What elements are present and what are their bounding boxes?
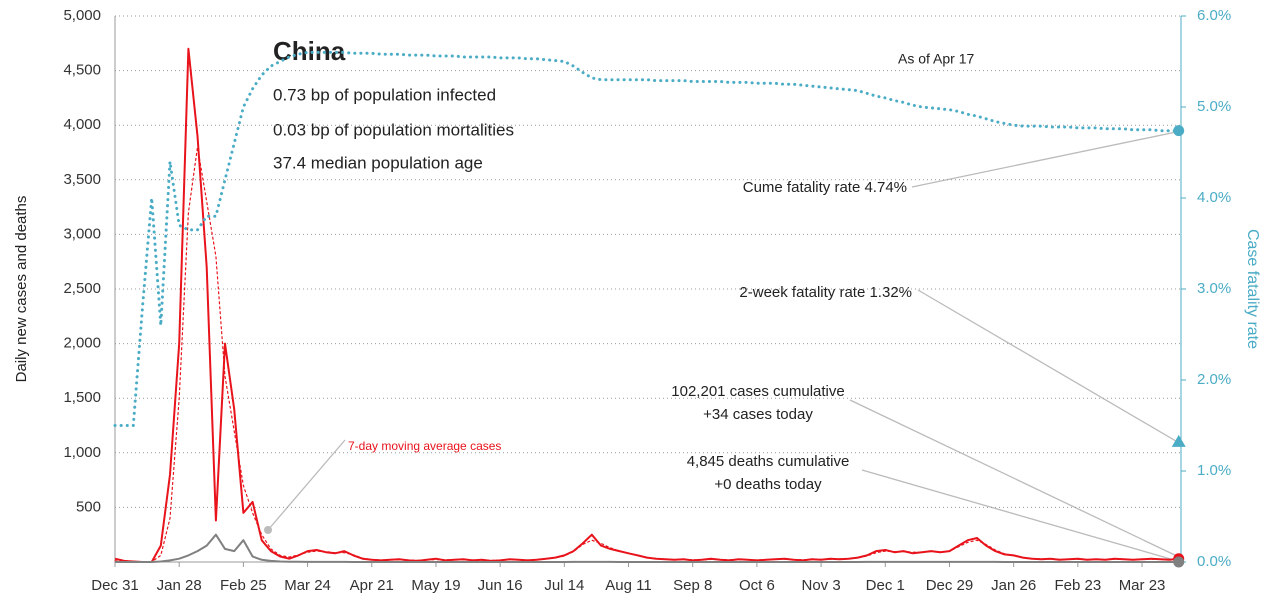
x-tick-label: May 19 — [411, 577, 460, 594]
x-tick-label: Sep 8 — [673, 577, 712, 594]
annotation: +34 cases today — [703, 406, 813, 423]
x-tick-label: Jul 14 — [544, 577, 584, 594]
x-tick-label: Oct 6 — [739, 577, 775, 594]
y2-tick-label: 2.0% — [1197, 371, 1231, 388]
note: 0.03 bp of population mortalities — [273, 120, 514, 139]
y2-tick-label: 5.0% — [1197, 98, 1231, 115]
y-axis-label: Daily new cases and deaths — [13, 196, 30, 383]
annotation: 102,201 cases cumulative — [671, 383, 844, 400]
end-marker — [1173, 125, 1185, 137]
annotation: 4,845 deaths cumulative — [687, 453, 850, 470]
y-tick-label: 2,500 — [63, 280, 101, 297]
x-tick-label: Jan 26 — [991, 577, 1036, 594]
series-line — [115, 533, 1179, 563]
annotation: +0 deaths today — [714, 476, 822, 493]
leader-line — [861, 469, 1182, 563]
y-tick-label: 5,000 — [63, 7, 101, 24]
y-tick-label: 1,500 — [63, 389, 101, 406]
x-tick-label: Nov 3 — [801, 577, 840, 594]
leader-line — [849, 399, 1182, 559]
end-marker — [1173, 556, 1185, 568]
note: 37.4 median population age — [273, 153, 483, 172]
chart-title: China — [273, 36, 346, 66]
annotation: Cume fatality rate 4.74% — [743, 179, 907, 196]
y-tick-label: 4,000 — [63, 116, 101, 133]
y2-tick-label: 3.0% — [1197, 280, 1231, 297]
x-tick-label: Mar 23 — [1119, 577, 1166, 594]
x-tick-label: Jun 16 — [478, 577, 523, 594]
y2-tick-label: 1.0% — [1197, 462, 1231, 479]
y-tick-label: 2,000 — [63, 335, 101, 352]
x-tick-label: Dec 1 — [866, 577, 905, 594]
annotation: 2-week fatality rate 1.32% — [739, 284, 912, 301]
x-tick-label: Jan 28 — [157, 577, 202, 594]
series-line — [114, 146, 1180, 563]
leader-line — [267, 439, 346, 531]
y-tick-label: 3,500 — [63, 171, 101, 188]
y-tick-label: 3,000 — [63, 225, 101, 242]
x-tick-label: Feb 23 — [1054, 577, 1101, 594]
y2-tick-label: 6.0% — [1197, 7, 1231, 24]
series-line — [113, 50, 1181, 427]
y-tick-label: 1,000 — [63, 444, 101, 461]
y-tick-label: 500 — [76, 498, 101, 515]
x-tick-label: Dec 31 — [91, 577, 139, 594]
annotation: 7-day moving average cases — [348, 439, 501, 453]
y2-tick-label: 4.0% — [1197, 189, 1231, 206]
x-tick-label: Aug 11 — [605, 577, 651, 594]
leader-dot — [264, 526, 272, 534]
x-tick-label: Feb 25 — [220, 577, 267, 594]
two-week-marker — [1171, 434, 1186, 447]
leader-line — [917, 289, 1182, 445]
y-tick-label: 4,500 — [63, 62, 101, 79]
x-tick-label: Dec 29 — [926, 577, 974, 594]
as-of: As of Apr 17 — [898, 51, 974, 67]
x-tick-label: Apr 21 — [350, 577, 394, 594]
leader-line — [911, 130, 1182, 188]
y2-tick-label: 0.0% — [1197, 553, 1231, 570]
note: 0.73 bp of population infected — [273, 85, 496, 104]
x-tick-label: Mar 24 — [284, 577, 331, 594]
y2-axis-label: Case fatality rate — [1244, 229, 1261, 349]
